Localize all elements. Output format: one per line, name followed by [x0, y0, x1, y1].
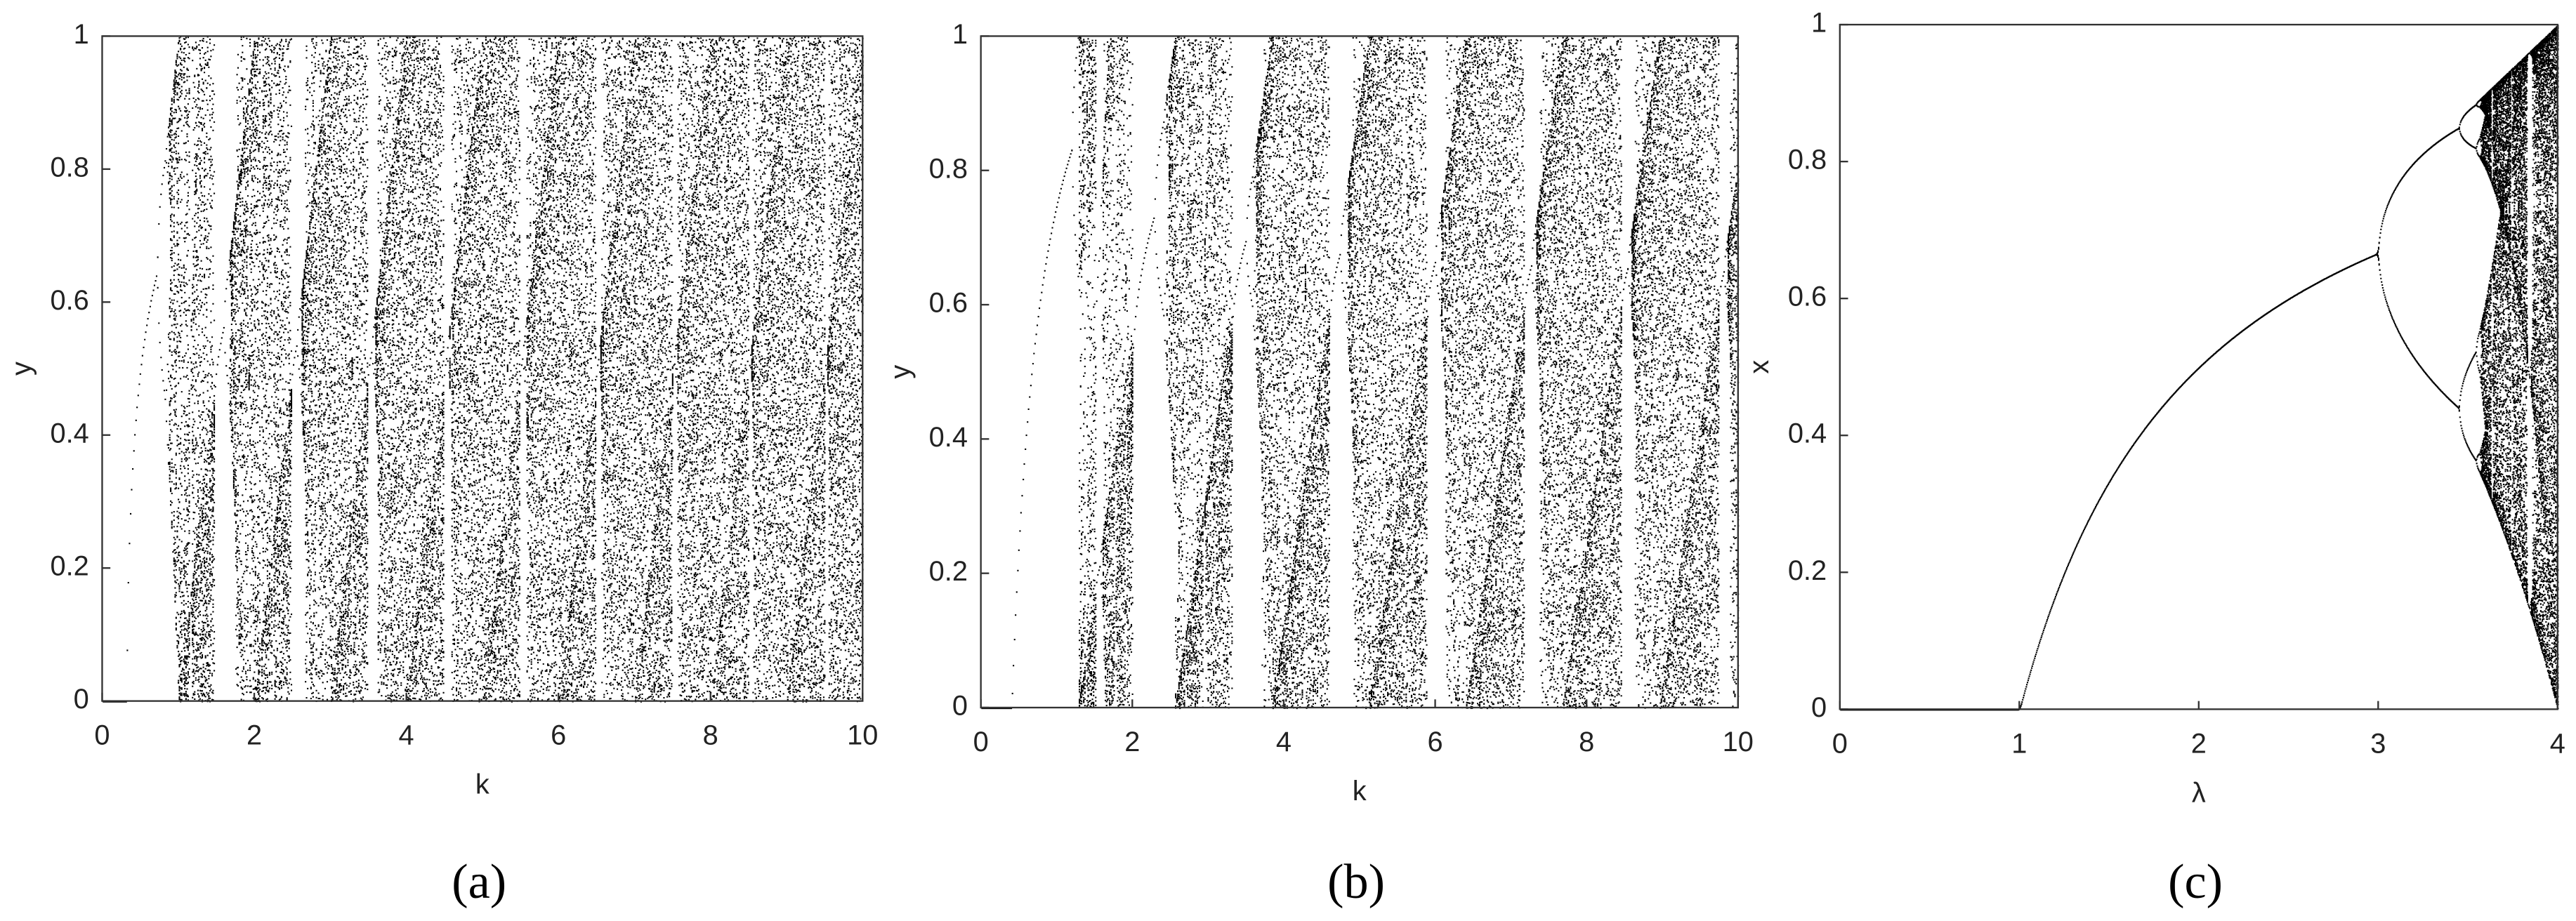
axes-frame [101, 35, 864, 702]
y-tick-label: 0.2 [1788, 555, 1827, 586]
x-tick-label: 2 [1124, 727, 1140, 757]
axes-frame [1839, 23, 2558, 710]
x-tick-label: 1 [2011, 728, 2027, 759]
y-tick-label: 0.8 [1788, 145, 1827, 175]
x-axis-label: λ [2192, 777, 2206, 808]
x-tick-label: 6 [1427, 727, 1443, 757]
y-tick-label: 0.8 [50, 152, 88, 183]
x-tick-label: 10 [1723, 727, 1754, 757]
y-tick-label: 1 [74, 19, 89, 50]
x-tick-label: 0 [973, 727, 989, 757]
y-tick-label: 0.4 [1788, 418, 1827, 449]
x-tick-label: 2 [2191, 728, 2207, 759]
x-tick-label: 0 [94, 720, 110, 751]
x-tick-label: 0 [1832, 728, 1848, 759]
x-tick-label: 10 [847, 720, 878, 751]
x-tick-label: 4 [2550, 728, 2565, 759]
y-tick-label: 0 [74, 684, 89, 715]
y-tick-label: 0.4 [929, 422, 968, 453]
panel-label: (b) [1327, 854, 1385, 909]
panel-label: (a) [452, 854, 506, 909]
y-tick-label: 0.2 [929, 556, 968, 587]
y-tick-label: 0.6 [50, 285, 88, 316]
y-axis-label: x [1744, 360, 1775, 374]
y-tick-label: 0.4 [50, 418, 88, 449]
x-axis-label: k [475, 769, 489, 800]
y-tick-label: 0 [952, 690, 968, 721]
y-axis-label: y [6, 362, 37, 376]
y-tick-label: 0.6 [1788, 281, 1827, 312]
y-tick-label: 0.8 [929, 153, 968, 184]
x-tick-label: 8 [1579, 727, 1594, 757]
y-tick-label: 1 [952, 19, 968, 50]
x-tick-label: 8 [703, 720, 718, 751]
x-tick-label: 4 [1276, 727, 1292, 757]
x-tick-label: 3 [2370, 728, 2386, 759]
bifurcation-points [103, 36, 864, 703]
axes-frame [980, 35, 1739, 709]
panel-label: (c) [2168, 854, 2223, 909]
y-tick-label: 0.2 [50, 551, 88, 582]
y-axis-label: y [885, 365, 916, 379]
x-tick-label: 2 [247, 720, 262, 751]
y-tick-label: 0.6 [929, 288, 968, 319]
bifurcation-points [981, 36, 1740, 710]
x-tick-label: 4 [399, 720, 414, 751]
y-tick-label: 1 [1811, 8, 1827, 39]
bifurcation-points [1840, 25, 2559, 711]
x-tick-label: 6 [551, 720, 566, 751]
y-tick-label: 0 [1811, 692, 1827, 723]
x-axis-label: k [1353, 776, 1367, 807]
